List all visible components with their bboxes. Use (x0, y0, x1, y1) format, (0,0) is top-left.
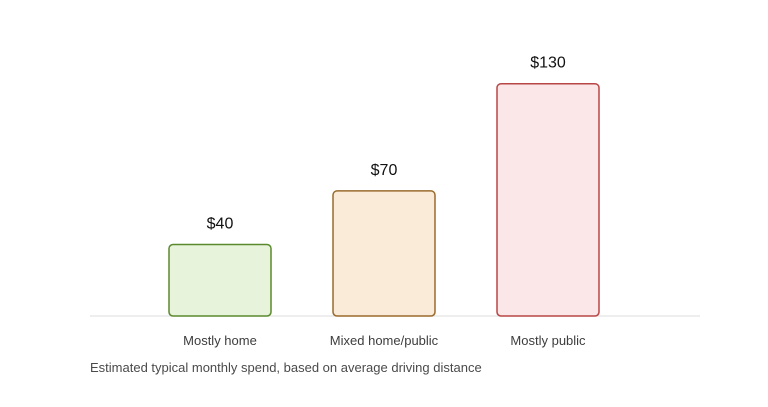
value-label-2: $70 (371, 162, 398, 179)
bars-group (168, 82, 600, 317)
bar-2 (332, 190, 436, 317)
chart-caption: Estimated typical monthly spend, based o… (90, 360, 482, 375)
value-label-1: $40 (207, 216, 234, 233)
value-label-3: $130 (530, 55, 566, 72)
category-labels-group: Mostly home Mixed home/public Mostly publi… (183, 333, 586, 348)
bar-3 (496, 82, 600, 317)
category-label-3: Mostly public (510, 333, 586, 348)
value-labels-group: $40 $70 $130 (207, 55, 566, 233)
bar-1 (168, 243, 272, 317)
category-label-1: Mostly home (183, 333, 257, 348)
category-label-2: Mixed home/public (330, 333, 439, 348)
